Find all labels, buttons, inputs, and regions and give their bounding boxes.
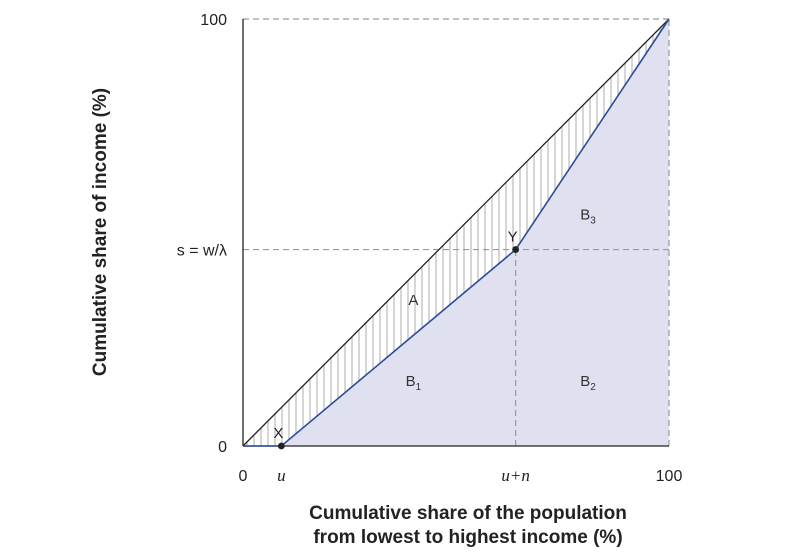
x-tick-label: u [277, 466, 286, 485]
point-label-y: Y [508, 229, 518, 246]
region-label-a: A [408, 292, 418, 309]
point-x [277, 442, 285, 450]
equality-line [242, 18, 670, 447]
y-axis-title: Cumulative share of income (%) [90, 88, 111, 376]
y-tick-label: s = w/λ [177, 243, 227, 260]
x-tick-label: 0 [239, 468, 248, 485]
y-tick-label: 0 [218, 439, 227, 456]
x-axis-title-line-1: Cumulative share of the population [309, 503, 627, 524]
x-tick-label: 100 [656, 468, 683, 485]
x-tick-label: u+n [501, 466, 529, 485]
lorenz-curve [243, 18, 670, 447]
point-y [512, 246, 520, 253]
point-label-x: X [273, 425, 283, 442]
x-axis-title-line-2: from lowest to highest income (%) [313, 527, 622, 548]
area-below-lorenz [243, 19, 669, 446]
y-tick-label: 100 [200, 12, 227, 29]
